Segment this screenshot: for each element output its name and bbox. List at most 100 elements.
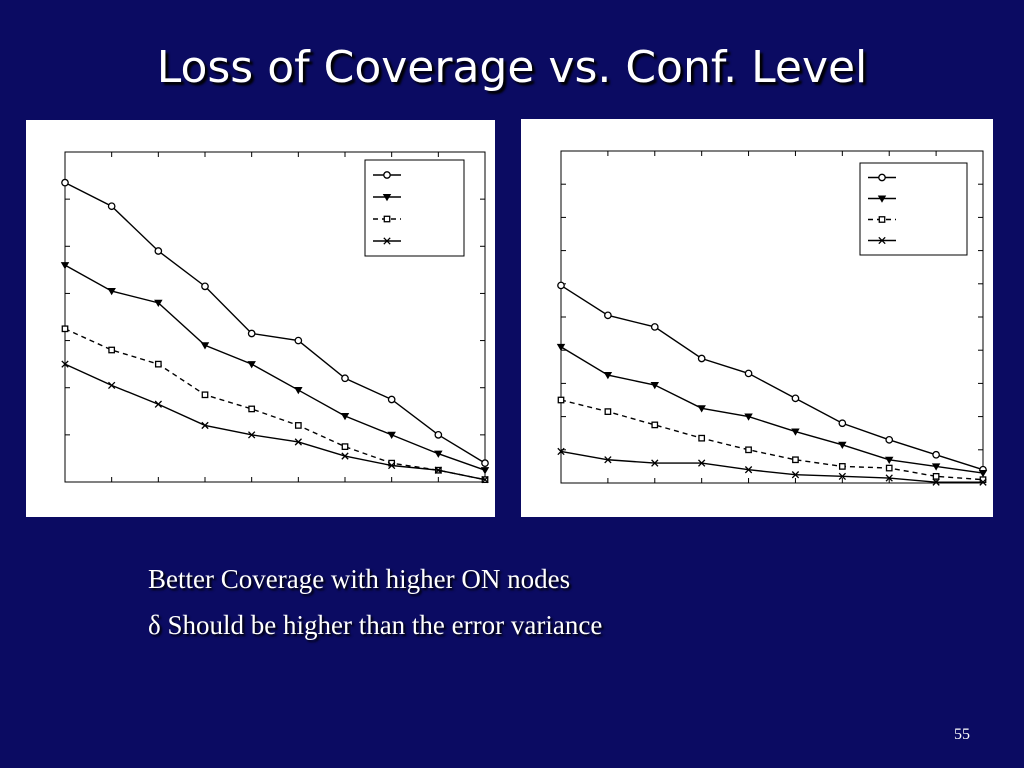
bullet-list: Better Coverage with higher ON nodes δ S… bbox=[148, 556, 602, 648]
data-point bbox=[931, 463, 941, 471]
data-point bbox=[247, 361, 256, 369]
data-point bbox=[604, 456, 612, 464]
data-point bbox=[154, 299, 163, 308]
series-line bbox=[560, 346, 984, 474]
data-point bbox=[556, 343, 566, 352]
slide-title: Loss of Coverage vs. Conf. Level bbox=[156, 42, 868, 93]
series-line bbox=[560, 399, 984, 481]
data-point bbox=[388, 461, 396, 470]
data-point bbox=[885, 464, 893, 472]
data-point bbox=[604, 311, 612, 320]
data-point bbox=[61, 178, 69, 187]
data-point bbox=[248, 431, 256, 439]
data-point bbox=[108, 381, 116, 390]
series-triangle bbox=[556, 343, 988, 478]
data-point bbox=[557, 396, 565, 404]
data-point bbox=[557, 447, 565, 456]
data-point bbox=[434, 466, 442, 474]
data-point bbox=[341, 443, 349, 451]
data-point bbox=[604, 408, 612, 415]
data-point bbox=[154, 360, 162, 368]
data-point bbox=[294, 422, 302, 429]
data-point bbox=[387, 431, 396, 440]
legend-marker bbox=[382, 193, 392, 202]
data-point bbox=[294, 438, 302, 446]
data-point bbox=[932, 472, 940, 480]
data-point bbox=[978, 469, 988, 478]
series-line bbox=[560, 284, 984, 471]
data-point bbox=[792, 456, 799, 464]
data-point bbox=[434, 431, 443, 439]
data-point bbox=[60, 262, 70, 270]
data-point bbox=[603, 372, 613, 380]
legend-marker bbox=[383, 171, 391, 179]
series-line bbox=[64, 182, 486, 464]
bullet-item: δ Should be higher than the error varian… bbox=[148, 610, 603, 640]
series-x bbox=[557, 447, 987, 486]
chart-delta-svg bbox=[60, 151, 490, 484]
data-point bbox=[341, 452, 349, 460]
data-point bbox=[744, 413, 753, 421]
data-point bbox=[932, 450, 940, 459]
legend-marker bbox=[383, 237, 391, 245]
legend-marker bbox=[878, 173, 886, 182]
data-point bbox=[698, 434, 706, 442]
data-point bbox=[108, 346, 116, 354]
data-point bbox=[885, 435, 894, 444]
legend-marker bbox=[878, 236, 886, 245]
data-point bbox=[651, 421, 659, 429]
data-point bbox=[294, 336, 303, 345]
data-point bbox=[791, 394, 800, 403]
data-point bbox=[838, 472, 846, 481]
data-point bbox=[932, 478, 940, 486]
legend-box bbox=[364, 159, 465, 257]
series-x bbox=[61, 360, 489, 484]
legend-marker bbox=[877, 195, 887, 203]
data-point bbox=[745, 446, 752, 454]
data-point bbox=[61, 325, 69, 333]
data-point bbox=[791, 471, 800, 479]
data-point bbox=[697, 354, 706, 363]
legend-marker bbox=[383, 215, 391, 223]
data-point bbox=[651, 459, 659, 467]
series-line bbox=[64, 363, 486, 481]
series-line bbox=[64, 264, 486, 471]
data-point bbox=[341, 374, 349, 383]
plot-area-frame bbox=[64, 151, 486, 483]
data-point bbox=[107, 288, 116, 296]
data-point bbox=[744, 466, 753, 474]
data-point bbox=[107, 202, 116, 211]
data-point bbox=[248, 405, 256, 413]
legend-box bbox=[859, 162, 968, 256]
data-point bbox=[744, 369, 753, 378]
data-point bbox=[201, 421, 209, 430]
series-square bbox=[557, 396, 987, 484]
data-point bbox=[481, 475, 489, 484]
data-point bbox=[838, 441, 847, 450]
data-point bbox=[61, 360, 69, 368]
series-square bbox=[61, 325, 489, 484]
data-point bbox=[979, 478, 987, 486]
chart-panel-delta bbox=[26, 120, 495, 517]
data-point bbox=[387, 395, 396, 404]
data-point bbox=[201, 282, 209, 291]
series-circle bbox=[61, 178, 489, 467]
legend-marker bbox=[878, 216, 886, 223]
data-point bbox=[698, 459, 706, 467]
data-point bbox=[154, 400, 162, 408]
page-number: 55 bbox=[954, 726, 970, 743]
data-point bbox=[481, 459, 489, 467]
data-point bbox=[650, 382, 660, 390]
data-point bbox=[200, 342, 210, 350]
data-point bbox=[434, 450, 443, 458]
series-circle bbox=[557, 281, 987, 474]
data-point bbox=[884, 456, 894, 464]
data-point bbox=[480, 467, 490, 475]
data-point bbox=[557, 281, 565, 290]
data-point bbox=[697, 405, 706, 413]
data-point bbox=[838, 419, 847, 428]
series-line bbox=[560, 450, 983, 483]
data-point bbox=[154, 247, 163, 255]
bullet-item: Better Coverage with higher ON nodes bbox=[148, 564, 571, 594]
chart-panel-n bbox=[521, 119, 993, 517]
